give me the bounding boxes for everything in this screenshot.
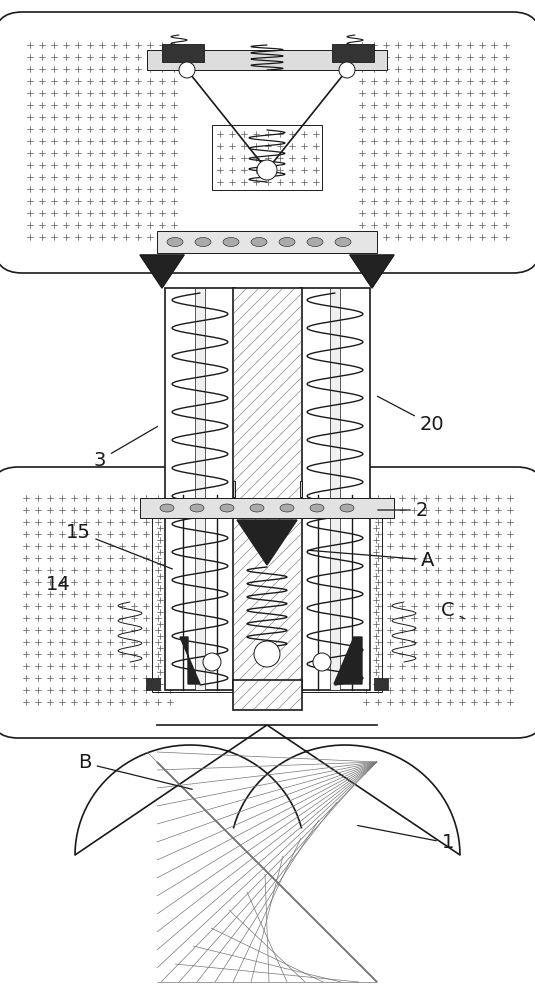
Bar: [212, 125, 322, 190]
Ellipse shape: [160, 504, 174, 512]
Bar: [233, 481, 235, 497]
Ellipse shape: [340, 504, 354, 512]
Bar: [330, 288, 340, 690]
Text: 20: 20: [378, 396, 444, 434]
Bar: [165, 288, 235, 690]
Bar: [374, 678, 388, 690]
Bar: [332, 44, 374, 62]
Bar: [300, 288, 370, 690]
Text: 1: 1: [358, 826, 454, 852]
Circle shape: [179, 62, 195, 78]
Ellipse shape: [335, 237, 351, 246]
Text: A: A: [308, 550, 434, 570]
Bar: [147, 50, 387, 70]
FancyBboxPatch shape: [0, 12, 535, 273]
Text: B: B: [78, 754, 192, 789]
Bar: [140, 498, 394, 518]
Bar: [195, 288, 205, 690]
FancyBboxPatch shape: [0, 467, 535, 738]
Text: 3: 3: [94, 426, 158, 470]
Text: C: C: [441, 600, 464, 619]
Bar: [152, 513, 382, 692]
Polygon shape: [234, 725, 460, 855]
Text: 15: 15: [66, 522, 172, 569]
Ellipse shape: [195, 237, 211, 246]
Text: 14: 14: [45, 576, 71, 594]
Bar: [233, 680, 302, 710]
Bar: [300, 481, 302, 497]
Ellipse shape: [279, 237, 295, 246]
Circle shape: [313, 653, 331, 671]
Polygon shape: [334, 637, 362, 684]
Circle shape: [203, 653, 221, 671]
Ellipse shape: [223, 237, 239, 246]
Polygon shape: [237, 520, 297, 565]
Bar: [157, 231, 377, 253]
Circle shape: [254, 641, 280, 667]
Bar: [146, 678, 160, 690]
Bar: [233, 288, 302, 690]
Polygon shape: [350, 255, 394, 288]
Ellipse shape: [190, 504, 204, 512]
Polygon shape: [140, 255, 184, 288]
Ellipse shape: [167, 237, 183, 246]
Circle shape: [339, 62, 355, 78]
Ellipse shape: [220, 504, 234, 512]
Ellipse shape: [307, 237, 323, 246]
Polygon shape: [180, 637, 200, 684]
Text: 2: 2: [378, 500, 428, 520]
Polygon shape: [75, 725, 301, 855]
Ellipse shape: [310, 504, 324, 512]
Ellipse shape: [280, 504, 294, 512]
Circle shape: [257, 160, 277, 180]
Ellipse shape: [250, 504, 264, 512]
Bar: [162, 44, 204, 62]
Ellipse shape: [251, 237, 267, 246]
